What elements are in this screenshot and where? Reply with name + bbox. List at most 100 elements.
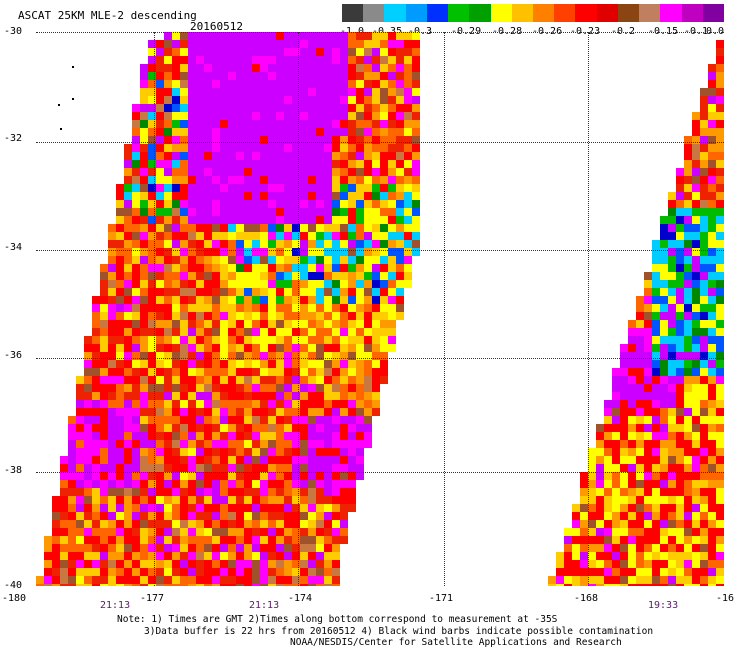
swath-pixel (284, 200, 292, 208)
swath-pixel (268, 208, 276, 216)
swath-pixel (164, 360, 172, 368)
swath-pixel (372, 384, 380, 392)
swath-pixel (708, 184, 716, 192)
swath-pixel (100, 264, 108, 272)
swath-pixel (148, 472, 156, 480)
swath-pixel (660, 392, 668, 400)
swath-pixel (684, 336, 692, 344)
swath-pixel (100, 512, 108, 520)
swath-pixel (268, 296, 276, 304)
swath-pixel (652, 448, 660, 456)
swath-pixel (668, 560, 676, 568)
swath-pixel (684, 208, 692, 216)
swath-pixel (372, 216, 380, 224)
swath-pixel (348, 376, 356, 384)
swath-pixel (660, 560, 668, 568)
swath-pixel (236, 544, 244, 552)
swath-pixel (292, 136, 300, 144)
swath-pixel (708, 224, 716, 232)
swath-pixel (204, 296, 212, 304)
swath-pixel (364, 376, 372, 384)
swath-pixel (404, 32, 412, 40)
swath-pixel (564, 528, 572, 536)
scale-swatch (702, 4, 724, 22)
swath-pixel (116, 496, 124, 504)
swath-pixel (660, 456, 668, 464)
swath-pixel (396, 208, 404, 216)
swath-pixel (660, 504, 668, 512)
swath-pixel (196, 320, 204, 328)
swath-pixel (76, 512, 84, 520)
swath-pixel (332, 456, 340, 464)
swath-pixel (244, 240, 252, 248)
swath-pixel (260, 256, 268, 264)
swath-pixel (364, 360, 372, 368)
swath-pixel (388, 208, 396, 216)
swath-pixel (708, 64, 716, 72)
swath-pixel (708, 360, 716, 368)
swath-pixel (316, 536, 324, 544)
swath-pixel (348, 296, 356, 304)
swath-pixel (308, 496, 316, 504)
swath-pixel (132, 392, 140, 400)
swath-pixel (204, 136, 212, 144)
swath-pixel (396, 272, 404, 280)
swath-pixel (684, 424, 692, 432)
swath-pixel (300, 168, 308, 176)
swath-pixel (244, 424, 252, 432)
swath-pixel (388, 64, 396, 72)
swath-pixel (252, 120, 260, 128)
swath-pixel (156, 208, 164, 216)
swath-pixel (700, 320, 708, 328)
swath-pixel (716, 256, 724, 264)
swath-pixel (692, 160, 700, 168)
swath-pixel (260, 304, 268, 312)
swath-pixel (364, 288, 372, 296)
swath-pixel (236, 360, 244, 368)
swath-pixel (244, 312, 252, 320)
swath-pixel (228, 128, 236, 136)
swath-pixel (564, 560, 572, 568)
swath-pixel (196, 160, 204, 168)
swath-pixel (364, 120, 372, 128)
swath-pixel (620, 400, 628, 408)
swath-pixel (148, 136, 156, 144)
swath-pixel (612, 512, 620, 520)
swath-pixel (124, 552, 132, 560)
swath-pixel (372, 192, 380, 200)
lon-label: -177 (140, 593, 165, 604)
swath-pixel (300, 520, 308, 528)
swath-pixel (252, 360, 260, 368)
swath-pixel (220, 488, 228, 496)
swath-pixel (348, 288, 356, 296)
swath-pixel (292, 584, 300, 586)
swath-pixel (108, 448, 116, 456)
swath-pixel (260, 424, 268, 432)
swath-pixel (260, 448, 268, 456)
swath-pixel (220, 336, 228, 344)
swath-pixel (260, 168, 268, 176)
swath-pixel (644, 480, 652, 488)
swath-pixel (676, 432, 684, 440)
swath-pixel (164, 32, 172, 40)
swath-pixel (108, 488, 116, 496)
swath-pixel (236, 496, 244, 504)
swath-pixel (372, 144, 380, 152)
swath-pixel (324, 360, 332, 368)
lon-label: -16 (716, 593, 735, 604)
swath-pixel (68, 584, 76, 586)
swath-pixel (132, 352, 140, 360)
swath-pixel (236, 144, 244, 152)
swath-pixel (332, 392, 340, 400)
swath-pixel (316, 160, 324, 168)
swath-pixel (260, 120, 268, 128)
swath-pixel (180, 256, 188, 264)
swath-pixel (596, 568, 604, 576)
swath-pixel (564, 568, 572, 576)
swath-pixel (124, 296, 132, 304)
swath-pixel (116, 440, 124, 448)
swath-pixel (332, 224, 340, 232)
swath-pixel (84, 368, 92, 376)
swath-pixel (124, 472, 132, 480)
swath-pixel (332, 256, 340, 264)
